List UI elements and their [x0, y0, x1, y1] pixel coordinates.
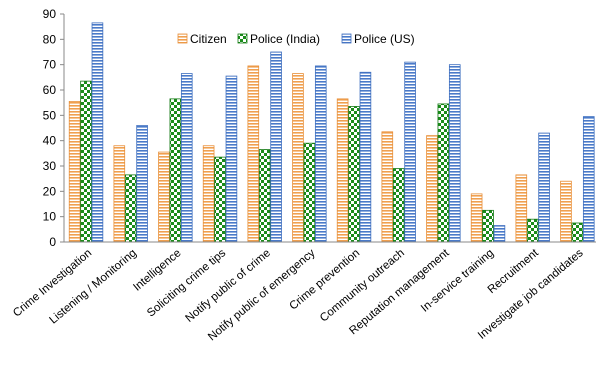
bar-police-india-5 [303, 142, 316, 243]
bar-citizen-7 [381, 131, 394, 243]
y-tick-label: 60 [43, 83, 57, 97]
bar-police-us-3 [225, 75, 238, 243]
legend-swatch [341, 33, 352, 44]
legend: Citizen Police (India) Police (US) [177, 32, 415, 46]
bar-citizen-6 [336, 98, 349, 243]
bar-police-india-3 [214, 156, 226, 243]
bar-police-us-5 [314, 65, 327, 243]
y-tick-label: 40 [43, 134, 57, 148]
bar-police-us-4 [270, 51, 282, 243]
bar-police-us-6 [359, 71, 372, 243]
y-tick-label: 90 [43, 7, 57, 21]
category-label: Community outreach [318, 247, 407, 324]
bar-police-us-0 [91, 22, 104, 243]
bar-police-us-1 [136, 125, 148, 243]
category-label: Listening / Monitoring [47, 247, 138, 326]
bar-police-india-7 [392, 168, 405, 243]
bar-police-india-9 [482, 209, 494, 243]
bar-citizen-4 [247, 65, 260, 243]
legend-label: Citizen [190, 32, 227, 46]
y-tick-label: 0 [49, 235, 56, 249]
bar-police-us-2 [180, 73, 193, 243]
bar-citizen-5 [292, 73, 304, 243]
y-tick-label: 50 [43, 108, 57, 122]
bar-police-india-0 [80, 80, 92, 243]
bar-citizen-0 [68, 101, 81, 243]
bar-citizen-8 [426, 135, 438, 243]
y-tick-label: 10 [43, 210, 57, 224]
category-label: Crime Investigation [11, 247, 94, 319]
bar-police-india-11 [571, 222, 584, 243]
y-tick-label: 70 [43, 58, 57, 72]
legend-swatch [237, 33, 248, 44]
bar-police-india-6 [348, 106, 360, 243]
bar-police-us-8 [448, 64, 461, 243]
legend-label: Police (US) [354, 32, 415, 46]
bar-police-india-4 [258, 149, 271, 243]
y-tick-label: 30 [43, 159, 57, 173]
bar-police-us-9 [493, 225, 506, 243]
bar-police-india-1 [124, 174, 137, 243]
y-tick-label: 20 [43, 184, 57, 198]
legend-label: Police (India) [250, 32, 320, 46]
legend-swatch [177, 33, 188, 44]
bar-citizen-9 [470, 193, 483, 243]
bar-police-us-7 [404, 61, 416, 243]
bar-citizen-2 [158, 151, 170, 243]
y-tick-label: 80 [43, 32, 57, 46]
bar-citizen-10 [515, 174, 528, 243]
bar-police-us-10 [538, 132, 550, 243]
bar-police-india-2 [169, 98, 182, 243]
y-axis: 0 10 20 30 40 50 60 70 80 90 [43, 7, 65, 249]
category-label: Soliciting crime tips [145, 247, 228, 320]
bars [68, 22, 595, 243]
bar-citizen-3 [202, 145, 215, 243]
bar-police-us-11 [582, 116, 595, 243]
bar-citizen-11 [560, 180, 572, 243]
category-label: Notify public of crime [183, 247, 272, 325]
bar-citizen-1 [113, 145, 126, 243]
bar-police-india-10 [526, 218, 539, 243]
bar-police-india-8 [437, 103, 450, 243]
